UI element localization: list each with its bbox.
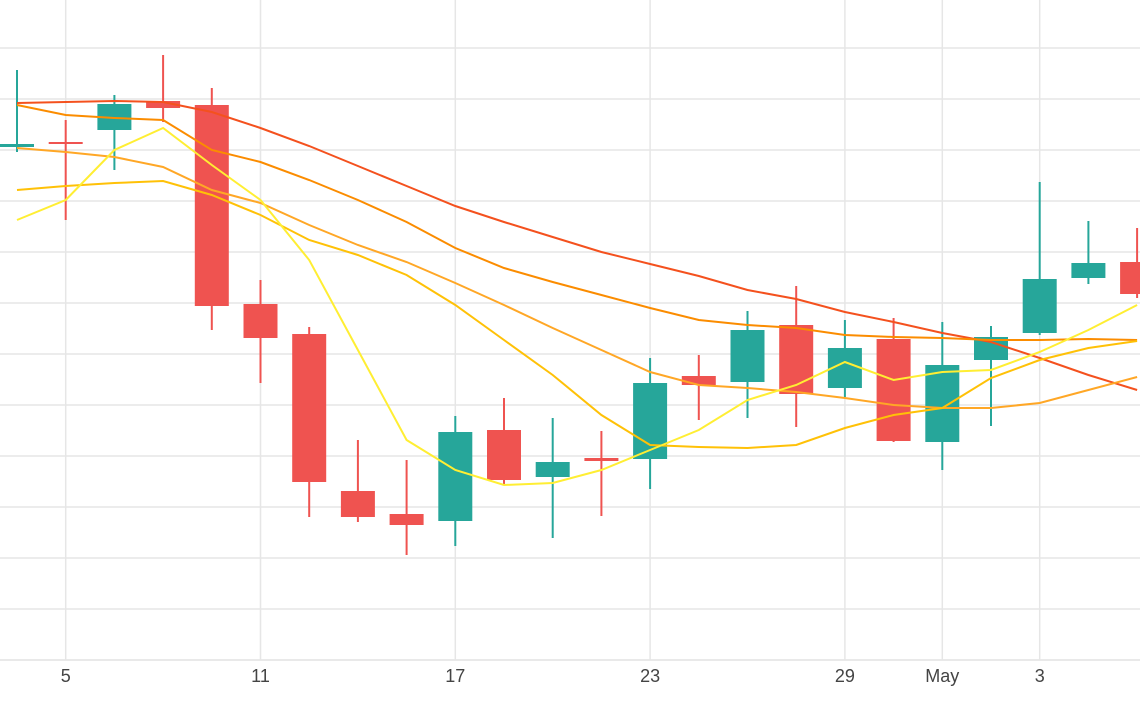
candle-body xyxy=(438,432,473,521)
moving-average-line xyxy=(16,104,1138,341)
candle-body xyxy=(292,334,327,482)
candle-body xyxy=(681,376,716,385)
moving-average-line xyxy=(16,179,1138,450)
candle-body xyxy=(146,101,181,108)
candle-body xyxy=(1022,279,1057,333)
candle-body xyxy=(535,462,570,477)
candle-body xyxy=(340,491,375,517)
x-tick-label: 11 xyxy=(251,666,270,686)
candle-body xyxy=(974,337,1008,360)
moving-average-line xyxy=(16,126,1138,487)
x-tick-label: 5 xyxy=(61,666,71,686)
candle-body xyxy=(779,325,814,394)
x-tick-label: 23 xyxy=(640,666,660,686)
candle-body xyxy=(0,144,34,147)
candle-body xyxy=(389,514,424,525)
x-tick-label: 17 xyxy=(445,666,465,686)
candle-body xyxy=(48,142,83,144)
x-tick-label: May xyxy=(925,666,959,686)
moving-average-line xyxy=(16,147,1138,409)
candle-body xyxy=(925,365,960,442)
candle-body xyxy=(584,458,619,461)
candle-body xyxy=(633,383,668,459)
candle-body xyxy=(243,304,278,338)
candle-body xyxy=(487,430,521,480)
candle-body xyxy=(1120,262,1140,294)
moving-average-line xyxy=(16,99,1138,391)
candle-body xyxy=(194,105,229,306)
x-tick-label: 3 xyxy=(1035,666,1045,686)
candle-body xyxy=(1071,263,1106,278)
candle-body xyxy=(730,330,765,382)
candle-body xyxy=(876,339,911,441)
x-tick-label: 29 xyxy=(835,666,855,686)
